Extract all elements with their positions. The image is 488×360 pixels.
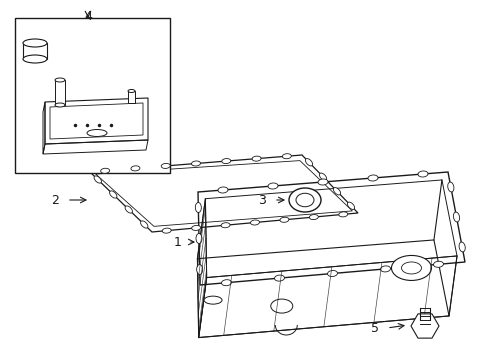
Text: 3: 3 — [258, 194, 265, 207]
Ellipse shape — [267, 183, 277, 189]
Ellipse shape — [447, 182, 453, 192]
Ellipse shape — [109, 191, 117, 198]
Ellipse shape — [23, 39, 47, 47]
Ellipse shape — [417, 171, 427, 177]
Ellipse shape — [433, 261, 443, 267]
Ellipse shape — [391, 256, 430, 280]
Bar — [55, 80, 65, 105]
Ellipse shape — [196, 265, 202, 274]
Ellipse shape — [191, 161, 200, 166]
Ellipse shape — [250, 220, 259, 225]
Ellipse shape — [338, 212, 347, 217]
Ellipse shape — [221, 280, 231, 286]
Ellipse shape — [452, 212, 459, 222]
Ellipse shape — [94, 176, 101, 183]
Ellipse shape — [140, 221, 147, 228]
Ellipse shape — [401, 262, 421, 274]
Ellipse shape — [333, 188, 340, 195]
Ellipse shape — [270, 299, 292, 313]
Bar — [23, 43, 47, 59]
Ellipse shape — [380, 266, 390, 272]
Ellipse shape — [195, 203, 201, 212]
Ellipse shape — [221, 223, 229, 228]
Bar — [128, 91, 135, 103]
Ellipse shape — [305, 158, 312, 166]
Ellipse shape — [162, 228, 171, 233]
Ellipse shape — [55, 103, 65, 107]
Ellipse shape — [203, 296, 222, 304]
Ellipse shape — [101, 168, 109, 173]
Bar — [15, 18, 170, 173]
Text: 1: 1 — [174, 235, 182, 248]
Text: 2: 2 — [51, 194, 59, 207]
Ellipse shape — [191, 225, 200, 230]
Ellipse shape — [87, 130, 107, 136]
Ellipse shape — [279, 217, 288, 222]
Ellipse shape — [128, 90, 135, 93]
Ellipse shape — [317, 179, 327, 185]
Ellipse shape — [161, 163, 170, 168]
Ellipse shape — [367, 175, 377, 181]
Ellipse shape — [252, 156, 261, 161]
Ellipse shape — [288, 188, 320, 212]
Ellipse shape — [222, 158, 230, 163]
Ellipse shape — [309, 215, 318, 220]
Text: 4: 4 — [84, 10, 92, 23]
Ellipse shape — [346, 202, 354, 210]
Ellipse shape — [125, 206, 132, 213]
Ellipse shape — [458, 242, 464, 252]
Ellipse shape — [196, 234, 202, 243]
Ellipse shape — [23, 55, 47, 63]
Ellipse shape — [327, 270, 337, 276]
Ellipse shape — [274, 275, 284, 281]
Ellipse shape — [55, 78, 65, 82]
Ellipse shape — [282, 154, 291, 159]
Ellipse shape — [218, 187, 227, 193]
Text: 5: 5 — [370, 321, 378, 334]
Ellipse shape — [295, 193, 313, 207]
Ellipse shape — [319, 173, 326, 180]
Ellipse shape — [131, 166, 140, 171]
